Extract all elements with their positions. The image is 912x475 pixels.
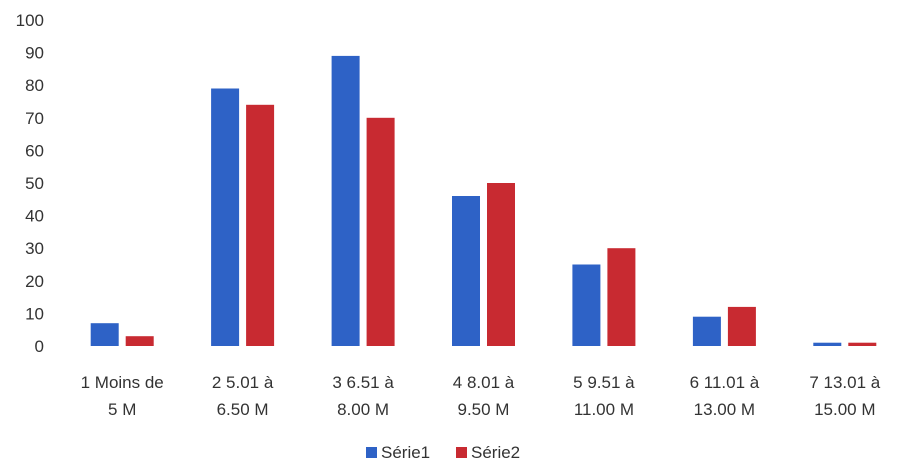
legend-swatch-1 bbox=[366, 447, 377, 458]
legend: Série1 Série2 bbox=[366, 443, 520, 462]
bar-2-7 bbox=[848, 342, 877, 346]
plot-area bbox=[90, 55, 877, 347]
bar-1-3 bbox=[331, 55, 360, 347]
bar-2-2 bbox=[246, 104, 275, 346]
x-category-label: 1 Moins de 5 M bbox=[81, 373, 164, 419]
bar-1-7 bbox=[813, 342, 842, 346]
y-tick-label: 100 bbox=[16, 11, 44, 30]
x-axis: 1 Moins de 5 M 2 5.01 à 6.50 M 3 6.51 à 8.00 … bbox=[81, 373, 881, 419]
y-tick-label: 70 bbox=[25, 109, 44, 128]
y-tick-label: 60 bbox=[25, 141, 44, 160]
bar-2-3 bbox=[366, 117, 395, 346]
y-tick-label: 50 bbox=[25, 174, 44, 193]
y-tick-label: 80 bbox=[25, 76, 44, 95]
bar-2-4 bbox=[487, 183, 515, 346]
y-tick-label: 20 bbox=[25, 272, 44, 291]
bar-1-6 bbox=[692, 316, 721, 346]
bar-1-2 bbox=[211, 88, 240, 346]
x-category-label: 5 9.51 à 11.00 M bbox=[573, 373, 635, 419]
bar-2-5 bbox=[607, 248, 636, 346]
bar-1-5 bbox=[572, 264, 601, 346]
legend-label-1: Série1 bbox=[381, 443, 430, 462]
bar-2-1 bbox=[125, 336, 154, 346]
y-tick-label: 10 bbox=[25, 304, 44, 323]
x-category-label: 2 5.01 à 6.50 M bbox=[212, 373, 274, 419]
legend-label-2: Série2 bbox=[471, 443, 520, 462]
y-axis: 0 10 20 30 40 50 60 70 80 90 100 bbox=[16, 11, 44, 356]
x-category-label: 6 11.01 à 13.00 M bbox=[690, 373, 760, 419]
x-category-label: 7 13.01 à 15.00 M bbox=[809, 373, 880, 419]
x-category-label: 3 6.51 à 8.00 M bbox=[332, 373, 394, 419]
bar-2-6 bbox=[727, 306, 756, 346]
y-tick-label: 40 bbox=[25, 207, 44, 226]
legend-swatch-2 bbox=[456, 447, 467, 458]
x-category-label: 4 8.01 à 9.50 M bbox=[453, 373, 515, 419]
y-tick-label: 0 bbox=[35, 337, 44, 356]
y-tick-label: 90 bbox=[25, 44, 44, 63]
bar-1-1 bbox=[90, 323, 119, 346]
bar-1-4 bbox=[452, 196, 480, 346]
y-tick-label: 30 bbox=[25, 239, 44, 258]
